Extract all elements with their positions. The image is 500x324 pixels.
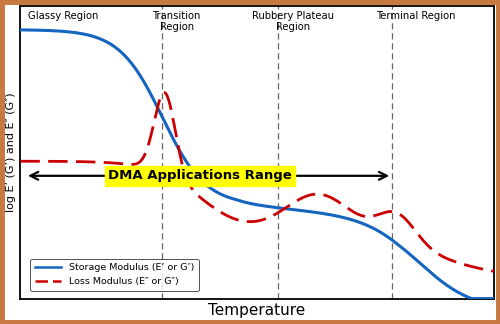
Legend: Storage Modulus (E’ or G’), Loss Modulus (E″ or G″): Storage Modulus (E’ or G’), Loss Modulus…	[30, 259, 198, 291]
Y-axis label: log E’ (G’) and E″ (G″): log E’ (G’) and E″ (G″)	[6, 93, 16, 212]
Text: DMA Applications Range: DMA Applications Range	[108, 169, 292, 182]
Text: Glassy Region: Glassy Region	[28, 11, 98, 21]
Text: Terminal Region: Terminal Region	[376, 11, 456, 21]
X-axis label: Temperature: Temperature	[208, 303, 306, 318]
Text: Rubbery Plateau
Region: Rubbery Plateau Region	[252, 11, 334, 32]
Text: Transition
Region: Transition Region	[152, 11, 201, 32]
